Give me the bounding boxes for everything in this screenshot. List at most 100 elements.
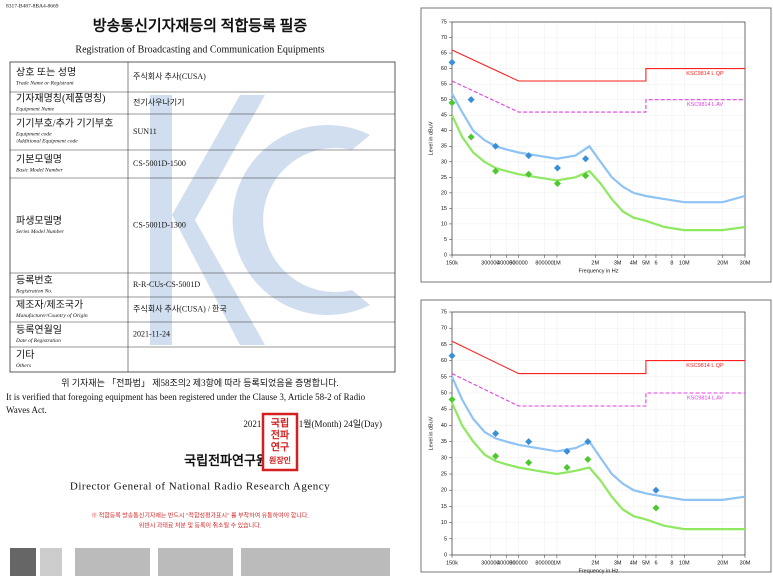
y-tick-label: 55: [441, 82, 447, 88]
row-label-en: Basic Model Number: [16, 167, 64, 173]
issue-date: 2021년(Year) 11월(Month) 24일(Day): [243, 418, 382, 429]
qr-code: [40, 548, 62, 576]
y-tick-label: 25: [441, 175, 447, 181]
statement-ko: 위 기자재는 「전파법」 제58조의2 제3항에 따라 등록되었음을 증명합니다…: [61, 377, 339, 388]
barcode: [290, 548, 390, 576]
data-marker: [467, 96, 475, 104]
data-marker: [584, 438, 592, 446]
y-tick-label: 15: [441, 206, 447, 212]
seal-text: 전파: [271, 428, 290, 441]
x-tick-label: 800000: [535, 260, 553, 266]
row-value: CS-5001D-1300: [133, 220, 186, 229]
row-label-en: Equipment code: [15, 131, 52, 137]
noise-trace: [450, 402, 745, 531]
data-marker: [467, 133, 475, 141]
data-marker: [582, 155, 590, 163]
row-value: 전기사우나기기: [133, 97, 185, 107]
kc-watermark: [150, 95, 370, 345]
y-tick-label: 30: [441, 455, 447, 461]
y-axis-label: Level in dBuV: [428, 121, 434, 155]
x-tick-label: 3M: [614, 260, 622, 266]
x-tick-label: 800000: [535, 560, 553, 566]
limit-line: [451, 49, 745, 82]
footer-codes: [10, 548, 390, 576]
y-tick-label: 45: [441, 113, 447, 119]
x-tick-label: 400000: [497, 560, 515, 566]
data-marker: [582, 172, 590, 180]
row-label: 기본모델명: [16, 153, 62, 165]
kc-k-stem: [150, 95, 172, 345]
kc-c: [232, 124, 370, 315]
row-value: R-R-CUs-CS-5001D: [133, 280, 200, 289]
data-marker: [448, 395, 456, 403]
y-tick-label: 15: [441, 504, 447, 510]
data-marker: [492, 142, 500, 150]
barcode: [75, 548, 150, 576]
y-tick-label: 60: [441, 66, 447, 72]
seal-text: 원장인: [269, 455, 291, 465]
data-marker: [652, 504, 660, 512]
row-label: 파생모델명: [16, 215, 62, 227]
row-label-en: Registration No.: [15, 288, 52, 294]
seal-text: 연구: [271, 440, 289, 453]
x-tick-label: 500000: [509, 260, 527, 266]
y-tick-label: 75: [441, 19, 447, 25]
y-tick-label: 5: [444, 536, 447, 542]
data-marker: [448, 58, 456, 66]
row-value: SUN11: [133, 127, 157, 136]
y-tick-label: 40: [441, 128, 447, 134]
issuer-en: Director General of National Radio Resea…: [70, 481, 330, 493]
seal: 국립 전파 연구 원장인: [261, 412, 299, 472]
row-label: 상호 또는 성명: [16, 66, 76, 78]
x-tick-label: 10M: [679, 560, 690, 566]
x-tick-label: 8: [670, 260, 673, 266]
data-marker: [553, 164, 561, 172]
data-marker: [563, 447, 571, 455]
statement-en: It is verified that foregoing equipment …: [6, 392, 366, 402]
row-label-en: Others: [16, 363, 31, 369]
notice: ※ 적합등록 방송통신기자재는 반드시 "적합성평가표시" 를 부착하여 유통하…: [91, 511, 309, 519]
row-label-en: Date of Registration: [15, 337, 61, 344]
y-tick-label: 65: [441, 342, 447, 348]
legend-label: KSC9814 L QP: [686, 71, 724, 77]
y-tick-label: 0: [444, 252, 447, 258]
row-label: 기자재명칭(제품명칭): [16, 92, 105, 104]
doc-table-frame: [9, 61, 396, 373]
row-label-en: /Additional Equipment code: [15, 138, 78, 144]
data-marker: [563, 464, 571, 472]
y-tick-label: 45: [441, 407, 447, 413]
x-tick-label: 5M: [642, 260, 650, 266]
x-tick-label: 300000: [481, 560, 499, 566]
doc-title: 방송통신기자재등의 적합등록 필증: [93, 16, 308, 34]
x-tick-label: 2M: [591, 560, 599, 566]
x-tick-label: 4M: [630, 260, 638, 266]
data-marker: [525, 170, 533, 178]
y-tick-label: 65: [441, 51, 447, 57]
limit-line: [451, 340, 745, 375]
y-tick-label: 40: [441, 423, 447, 429]
row-value: CS-5001D-1500: [133, 159, 186, 168]
data-marker: [448, 99, 456, 107]
x-tick-label: 30M: [740, 560, 751, 566]
y-tick-label: 50: [441, 97, 447, 103]
y-tick-label: 75: [441, 309, 447, 315]
y-tick-label: 55: [441, 374, 447, 380]
row-value: 주식회사 추사(CUSA): [133, 72, 206, 81]
y-axis-label: Level in dBuV: [428, 416, 434, 450]
chart-frame: [420, 299, 772, 573]
y-tick-label: 30: [441, 159, 447, 165]
x-tick-label: 150k: [446, 260, 458, 266]
y-tick-label: 35: [441, 144, 447, 150]
row-label: 제조자/제조국가: [16, 299, 83, 311]
y-tick-label: 35: [441, 439, 447, 445]
data-marker: [492, 167, 500, 175]
noise-trace: [451, 92, 746, 204]
x-tick-label: 2M: [591, 260, 599, 266]
x-tick-label: 6: [654, 560, 657, 566]
seal-frame: [261, 412, 299, 472]
y-tick-label: 0: [444, 552, 447, 558]
plot-area: [451, 311, 746, 556]
y-tick-label: 10: [441, 520, 447, 526]
data-marker: [492, 430, 500, 437]
